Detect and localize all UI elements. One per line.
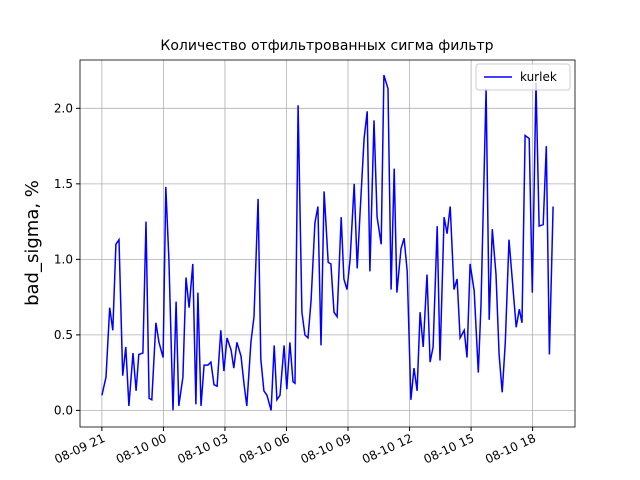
- x-tick-label: 08-09 21: [52, 431, 107, 466]
- y-tick-label: 1.5: [54, 177, 73, 191]
- chart-title: Количество отфильтрованных сигма фильтр: [160, 38, 493, 54]
- x-tick-label: 08-10 03: [175, 431, 230, 466]
- x-tick-label: 08-10 12: [360, 431, 415, 466]
- y-tick-label: 0.5: [54, 328, 73, 342]
- legend-box: [475, 63, 571, 91]
- x-tick-label: 08-10 15: [422, 431, 477, 466]
- y-tick-label: 0.0: [54, 403, 73, 417]
- legend-label: kurlek: [520, 70, 557, 84]
- x-tick-label: 08-10 18: [483, 431, 538, 466]
- y-axis-label: bad_sigma, %: [22, 180, 43, 306]
- x-tick-label: 08-10 00: [114, 431, 169, 466]
- y-tick-label: 2.0: [54, 101, 73, 115]
- x-tick-label: 08-10 06: [237, 431, 292, 466]
- plot-frame: [79, 59, 576, 428]
- x-tick-label: 08-10 09: [298, 431, 353, 466]
- legend: kurlek: [475, 63, 571, 91]
- y-tick-label: 1.0: [54, 252, 73, 266]
- data-line: [101, 74, 554, 411]
